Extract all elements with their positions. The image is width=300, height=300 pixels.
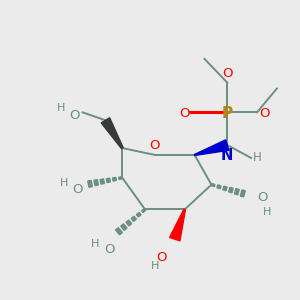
Text: H: H [60, 178, 68, 188]
Polygon shape [116, 228, 122, 235]
Polygon shape [169, 209, 185, 241]
Polygon shape [240, 190, 245, 197]
Polygon shape [142, 208, 146, 213]
Polygon shape [106, 178, 110, 183]
Text: N: N [221, 148, 233, 163]
Text: O: O [69, 109, 79, 122]
Polygon shape [194, 140, 229, 155]
Polygon shape [94, 180, 98, 186]
Polygon shape [217, 185, 221, 189]
Polygon shape [119, 177, 122, 179]
Polygon shape [235, 189, 239, 195]
Text: O: O [222, 67, 232, 80]
Text: O: O [104, 243, 115, 256]
Text: H: H [263, 208, 271, 218]
Text: H: H [91, 239, 100, 249]
Text: P: P [222, 106, 233, 121]
Polygon shape [126, 220, 132, 226]
Text: O: O [73, 183, 83, 196]
Polygon shape [211, 184, 215, 187]
Text: O: O [259, 107, 269, 120]
Text: O: O [150, 139, 160, 152]
Polygon shape [101, 118, 123, 148]
Text: H: H [253, 152, 262, 164]
Text: H: H [57, 103, 65, 113]
Polygon shape [229, 188, 233, 193]
Text: O: O [179, 107, 190, 120]
Polygon shape [121, 224, 127, 230]
Text: O: O [257, 191, 268, 204]
Text: H: H [151, 261, 159, 271]
Text: O: O [157, 251, 167, 264]
Polygon shape [223, 186, 227, 191]
Polygon shape [131, 216, 136, 221]
Polygon shape [100, 179, 104, 184]
Polygon shape [136, 212, 141, 217]
Polygon shape [112, 177, 116, 181]
Polygon shape [88, 180, 92, 187]
